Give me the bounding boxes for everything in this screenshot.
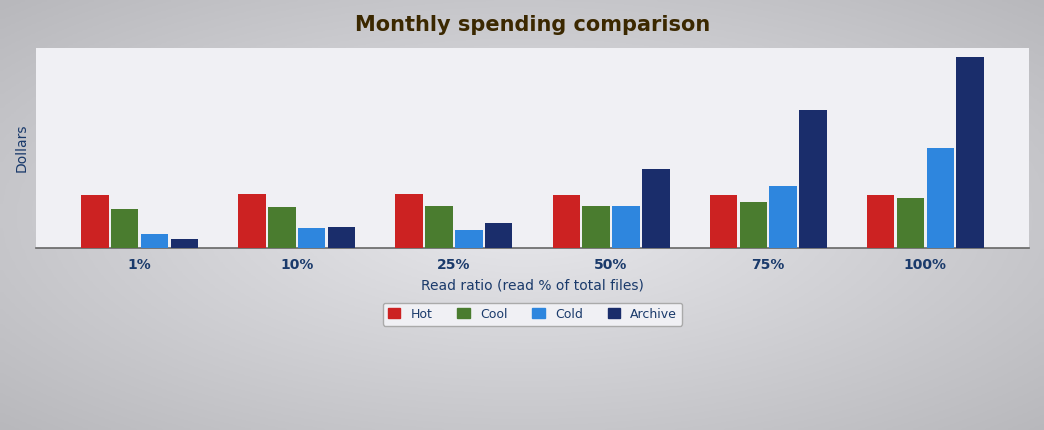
Legend: Hot, Cool, Cold, Archive: Hot, Cool, Cold, Archive: [383, 303, 682, 326]
Bar: [396, 194, 423, 248]
Bar: [111, 209, 139, 248]
Bar: [328, 227, 355, 248]
Bar: [926, 148, 954, 248]
Bar: [552, 195, 580, 248]
Bar: [238, 194, 266, 248]
Bar: [425, 206, 453, 248]
Bar: [867, 195, 895, 248]
Bar: [81, 195, 109, 248]
Bar: [897, 198, 924, 248]
X-axis label: Read ratio (read % of total files): Read ratio (read % of total files): [421, 279, 644, 292]
Bar: [141, 234, 168, 248]
Bar: [612, 206, 640, 248]
Bar: [800, 110, 827, 248]
Title: Monthly spending comparison: Monthly spending comparison: [355, 15, 710, 35]
Bar: [298, 228, 326, 248]
Bar: [642, 169, 669, 248]
Bar: [455, 230, 482, 248]
Bar: [485, 223, 513, 248]
Y-axis label: Dollars: Dollars: [15, 123, 29, 172]
Bar: [583, 206, 610, 248]
Bar: [170, 239, 198, 248]
Bar: [769, 186, 797, 248]
Bar: [268, 207, 295, 248]
Bar: [956, 57, 983, 248]
Bar: [739, 202, 767, 248]
Bar: [710, 195, 737, 248]
